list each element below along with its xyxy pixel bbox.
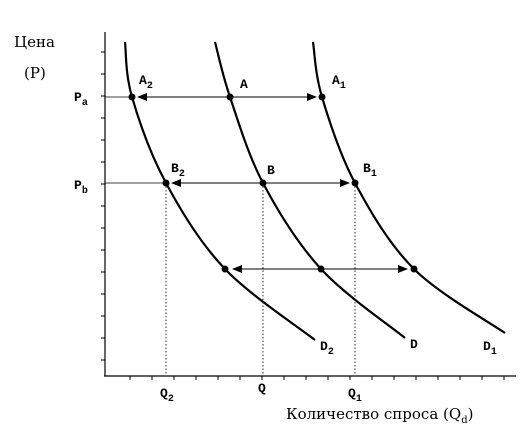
curve-label-main: D [320, 339, 328, 354]
curve-label: D1 [483, 339, 497, 358]
point [317, 265, 325, 273]
price-label: Pa [74, 90, 88, 109]
axes [104, 32, 516, 377]
point [410, 265, 418, 273]
point-label-main: A [139, 73, 147, 88]
point [351, 179, 359, 187]
point-label: B1 [363, 161, 377, 180]
curve-label: D2 [320, 339, 334, 358]
price-label-main: P [74, 90, 82, 105]
point [318, 93, 326, 101]
price-label-sub: a [82, 98, 88, 109]
point-label-sub: 1 [371, 169, 377, 180]
quantity-label-sub: 2 [168, 394, 174, 405]
point-label: B2 [171, 161, 185, 180]
points [128, 93, 418, 273]
point-label: A2 [139, 73, 153, 92]
point [226, 93, 234, 101]
point-label-main: A [332, 73, 340, 88]
point [128, 93, 136, 101]
x-axis-title-text: Количество спроса (Q [286, 405, 461, 423]
curve-label: D [410, 337, 418, 352]
point-label-main: B [171, 161, 179, 176]
price-label-sub: b [82, 185, 88, 197]
curve-label-sub: 2 [328, 347, 334, 358]
y-axis-title: Цена [14, 33, 55, 51]
point-label-sub: 1 [340, 81, 346, 92]
guides [105, 96, 356, 376]
demand-curve [123, 41, 316, 341]
curve-label-main: D [483, 339, 491, 354]
axis-ticks [101, 51, 505, 380]
y-axis-unit: (P) [24, 64, 46, 82]
quantity-label: Q1 [348, 386, 362, 405]
price-label-main: P [74, 178, 82, 193]
price-label: Pb [74, 178, 88, 197]
point [221, 265, 229, 273]
quantity-label-main: Q [348, 386, 356, 401]
curve-label-main: D [410, 337, 418, 352]
point [162, 179, 170, 187]
quantity-label: Q2 [160, 386, 174, 405]
arrows [137, 93, 408, 273]
quantity-label-main: Q [258, 381, 266, 396]
demand-curves [123, 41, 506, 341]
demand-curve [311, 41, 506, 334]
x-axis-title-sub: d [461, 415, 468, 426]
point-label-sub: 2 [179, 169, 185, 180]
point-label-sub: 2 [147, 81, 153, 92]
point-label: B [267, 163, 275, 178]
point-label-main: A [240, 77, 248, 92]
quantity-label-sub: 1 [356, 394, 362, 405]
point-label: A [240, 77, 248, 92]
x-axis-title-end: ) [468, 405, 474, 423]
quantity-label-main: Q [160, 386, 168, 401]
point-label-main: B [363, 161, 371, 176]
point-label-main: B [267, 163, 275, 178]
point [259, 179, 267, 187]
point-label: A1 [332, 73, 346, 92]
x-axis-title: Количество спроса (Qd) [286, 405, 473, 426]
demand-curve [213, 41, 406, 339]
curve-label-sub: 1 [491, 347, 497, 358]
quantity-label: Q [258, 381, 266, 396]
